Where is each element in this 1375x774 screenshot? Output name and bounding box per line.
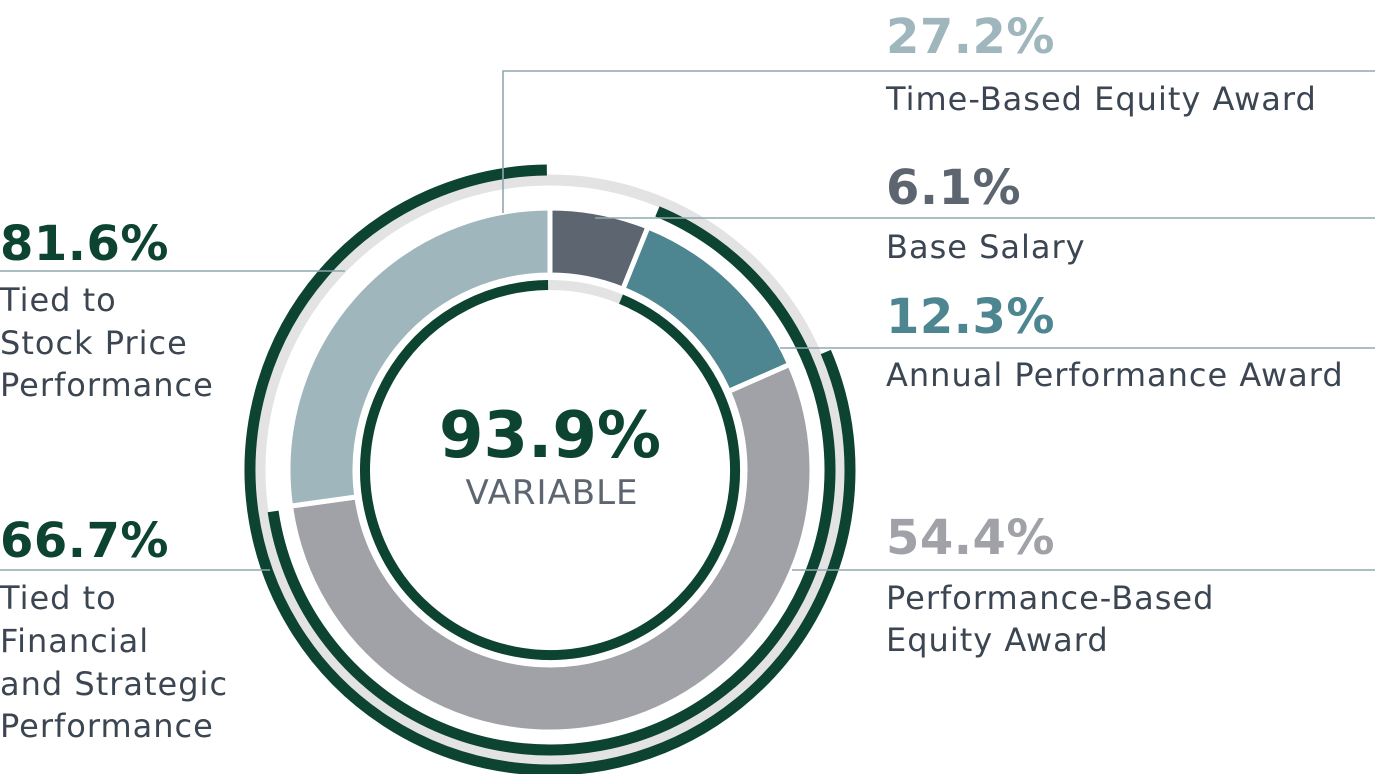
segment-label-performance-based-equity: 54.4% Performance-Based Equity Award xyxy=(886,510,1214,659)
segment-label-base-salary: 6.1% Base Salary xyxy=(886,160,1086,266)
slice-performance-based-equity xyxy=(287,361,815,735)
slice-time-based-equity xyxy=(285,205,553,509)
segment-name: Performance-Based Equity Award xyxy=(886,579,1214,659)
segment-name-line: Equity Award xyxy=(886,621,1109,659)
ring-label-line: and Strategic xyxy=(0,665,228,703)
segment-label-annual-performance: 12.3% Annual Performance Award xyxy=(886,289,1344,394)
segment-value: 12.3% xyxy=(886,289,1055,345)
ring-label-line: Tied to xyxy=(0,281,117,319)
ring-label-line: Tied to xyxy=(0,579,117,617)
segment-name: Annual Performance Award xyxy=(886,356,1344,394)
segment-label-time-based-equity: 27.2% Time-Based Equity Award xyxy=(885,9,1317,118)
segment-value: 54.4% xyxy=(886,510,1055,566)
segment-value: 6.1% xyxy=(886,160,1021,216)
segment-name: Base Salary xyxy=(886,228,1086,266)
segment-name-line: Performance-Based xyxy=(886,579,1214,617)
ring-label-stock-price: 81.6% Tied to Stock Price Performance xyxy=(0,216,214,404)
ring-value: 66.7% xyxy=(0,513,169,569)
ring-label-line: Performance xyxy=(0,366,214,404)
ring-track-outer xyxy=(254,174,846,766)
segment-name: Time-Based Equity Award xyxy=(885,80,1317,118)
leader-line-time-based-equity xyxy=(502,70,1375,213)
ring-stock-price xyxy=(244,164,856,774)
segment-value: 27.2% xyxy=(886,9,1055,65)
ring-label-line: Financial xyxy=(0,622,149,660)
ring-label-line: Performance xyxy=(0,707,214,745)
ring-label-financial-strategic: 66.7% Tied to Financial and Strategic Pe… xyxy=(0,513,228,745)
ring-variable xyxy=(360,280,740,660)
ring-financial-strategic xyxy=(267,206,836,756)
center-value: 93.9% xyxy=(439,399,661,473)
center-label: VARIABLE xyxy=(465,473,638,513)
ring-value: 81.6% xyxy=(0,216,169,272)
ring-label-line: Stock Price xyxy=(0,324,188,362)
